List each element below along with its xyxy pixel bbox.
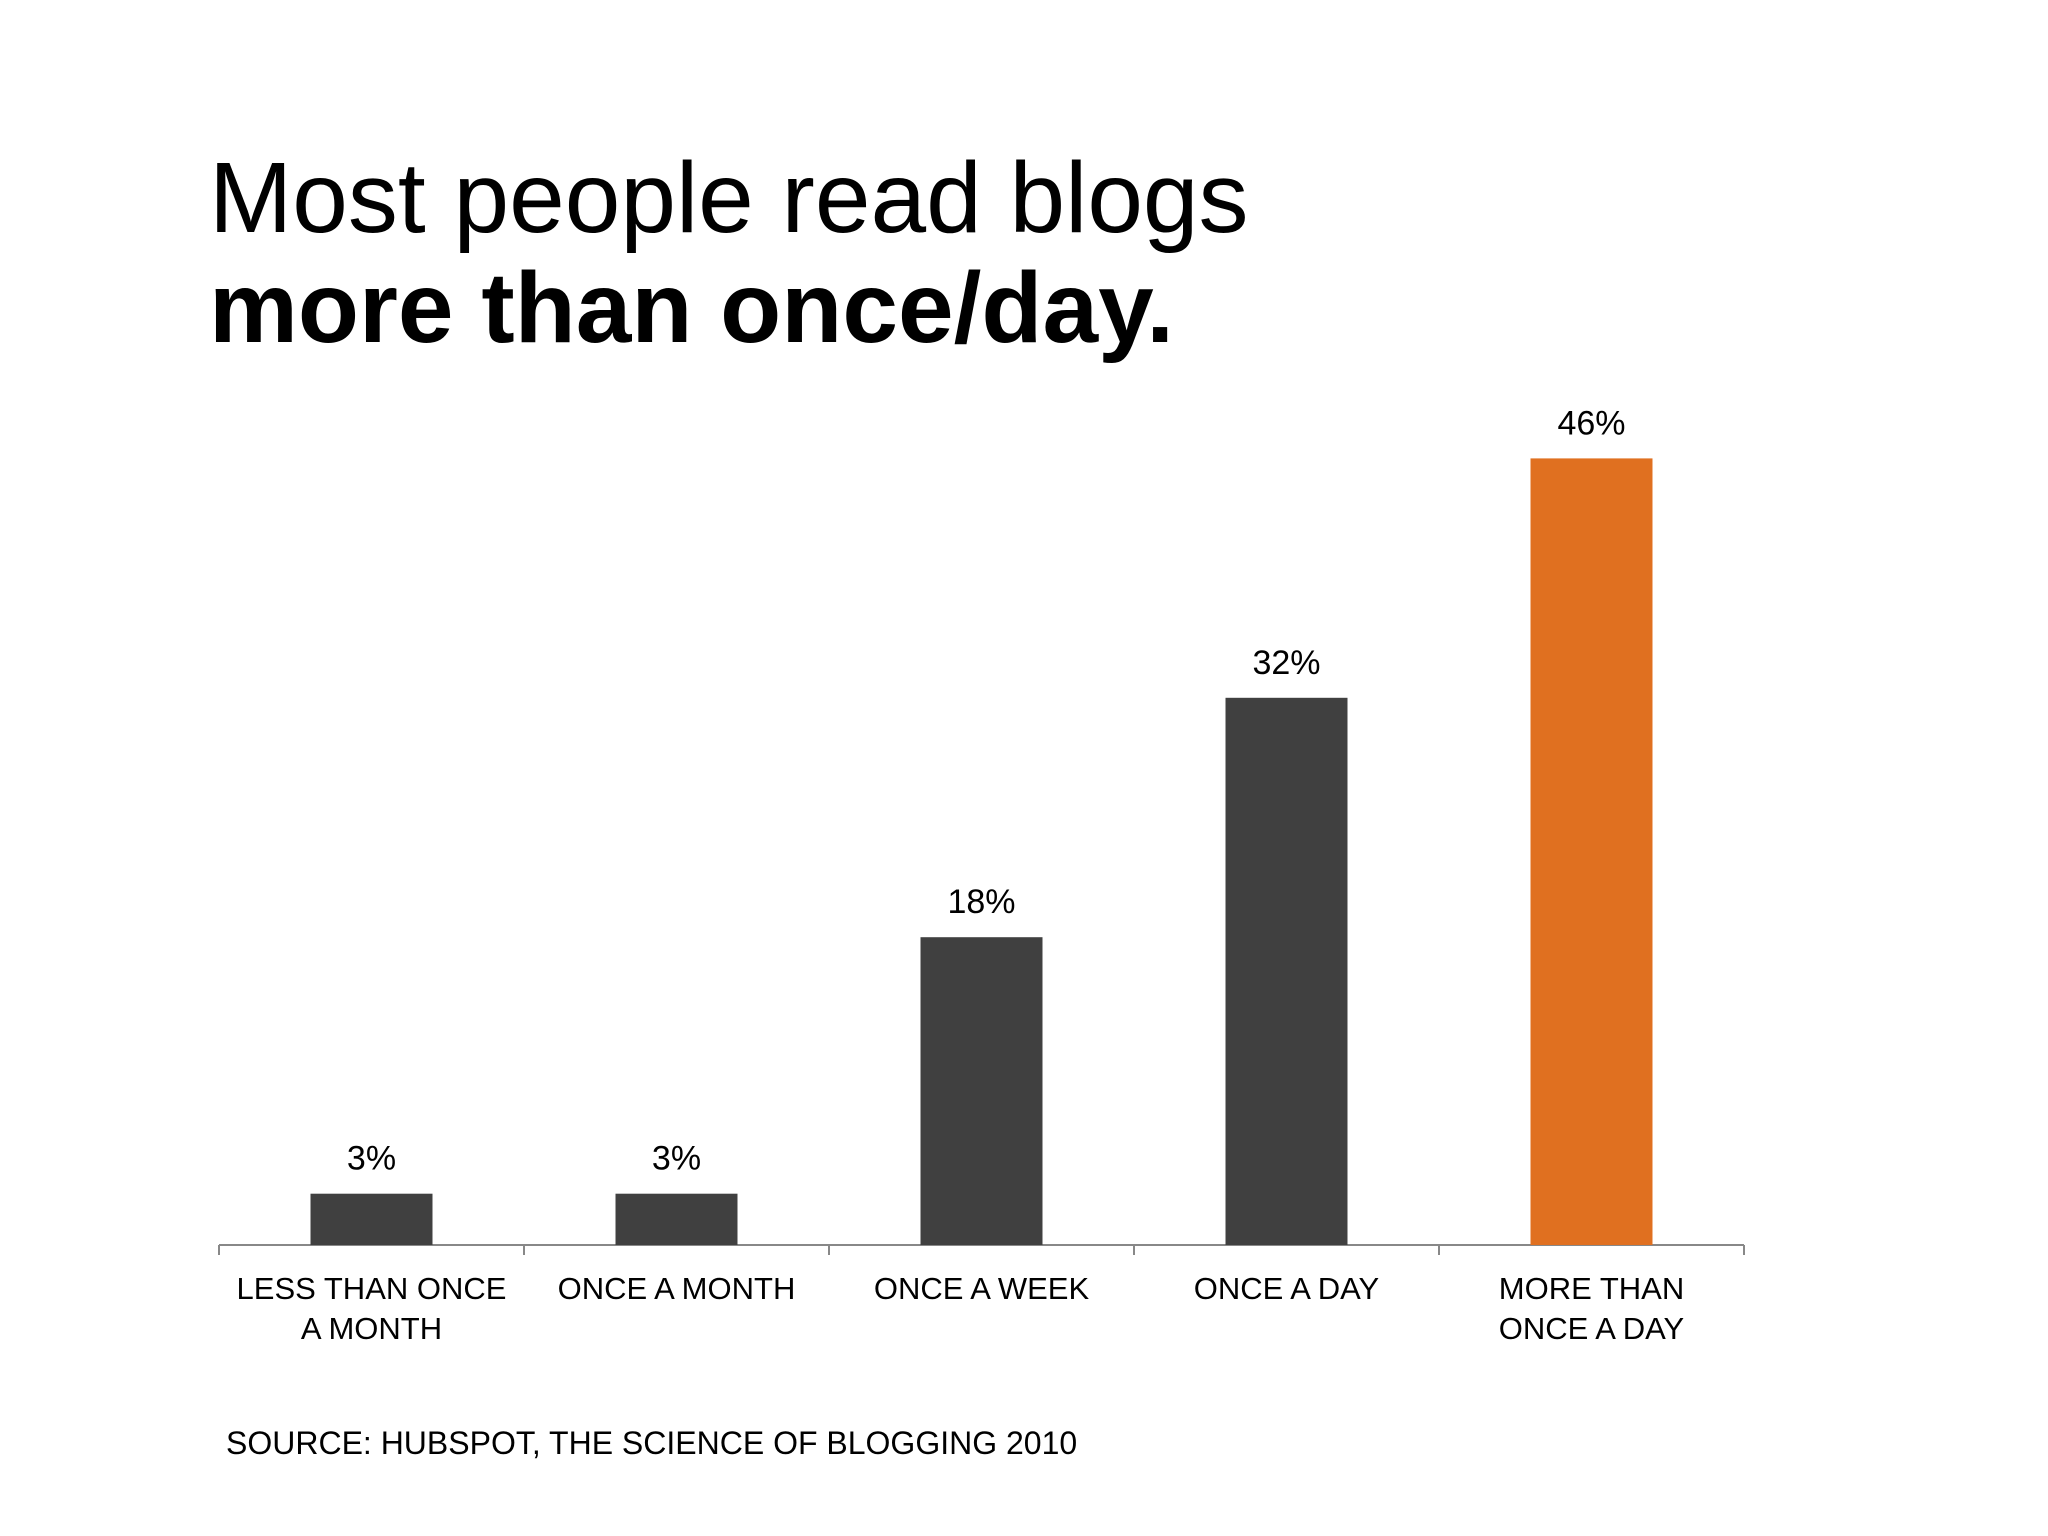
bar xyxy=(1225,697,1348,1245)
chart-title: Most people read blogs xyxy=(209,142,1249,254)
x-tick-label: LESS THAN ONCE xyxy=(237,1271,507,1306)
x-tick-label: ONCE A MONTH xyxy=(558,1271,796,1306)
bar xyxy=(615,1193,738,1245)
value-label: 3% xyxy=(652,1140,701,1178)
bar xyxy=(1530,458,1653,1245)
x-tick-label: ONCE A DAY xyxy=(1499,1311,1685,1346)
value-label: 46% xyxy=(1557,404,1625,442)
x-tick-label: A MONTH xyxy=(301,1311,442,1346)
x-tick-label: MORE THAN xyxy=(1499,1271,1684,1306)
source-note: SOURCE: HUBSPOT, THE SCIENCE OF BLOGGING… xyxy=(226,1425,1077,1461)
value-label: 18% xyxy=(947,883,1015,921)
x-tick-label: ONCE A WEEK xyxy=(874,1271,1090,1306)
bar xyxy=(920,937,1043,1245)
value-label: 3% xyxy=(347,1140,396,1178)
value-label: 32% xyxy=(1252,644,1320,682)
chart-subtitle: more than once/day. xyxy=(209,252,1174,364)
x-tick-label: ONCE A DAY xyxy=(1194,1271,1380,1306)
bar xyxy=(310,1193,433,1245)
